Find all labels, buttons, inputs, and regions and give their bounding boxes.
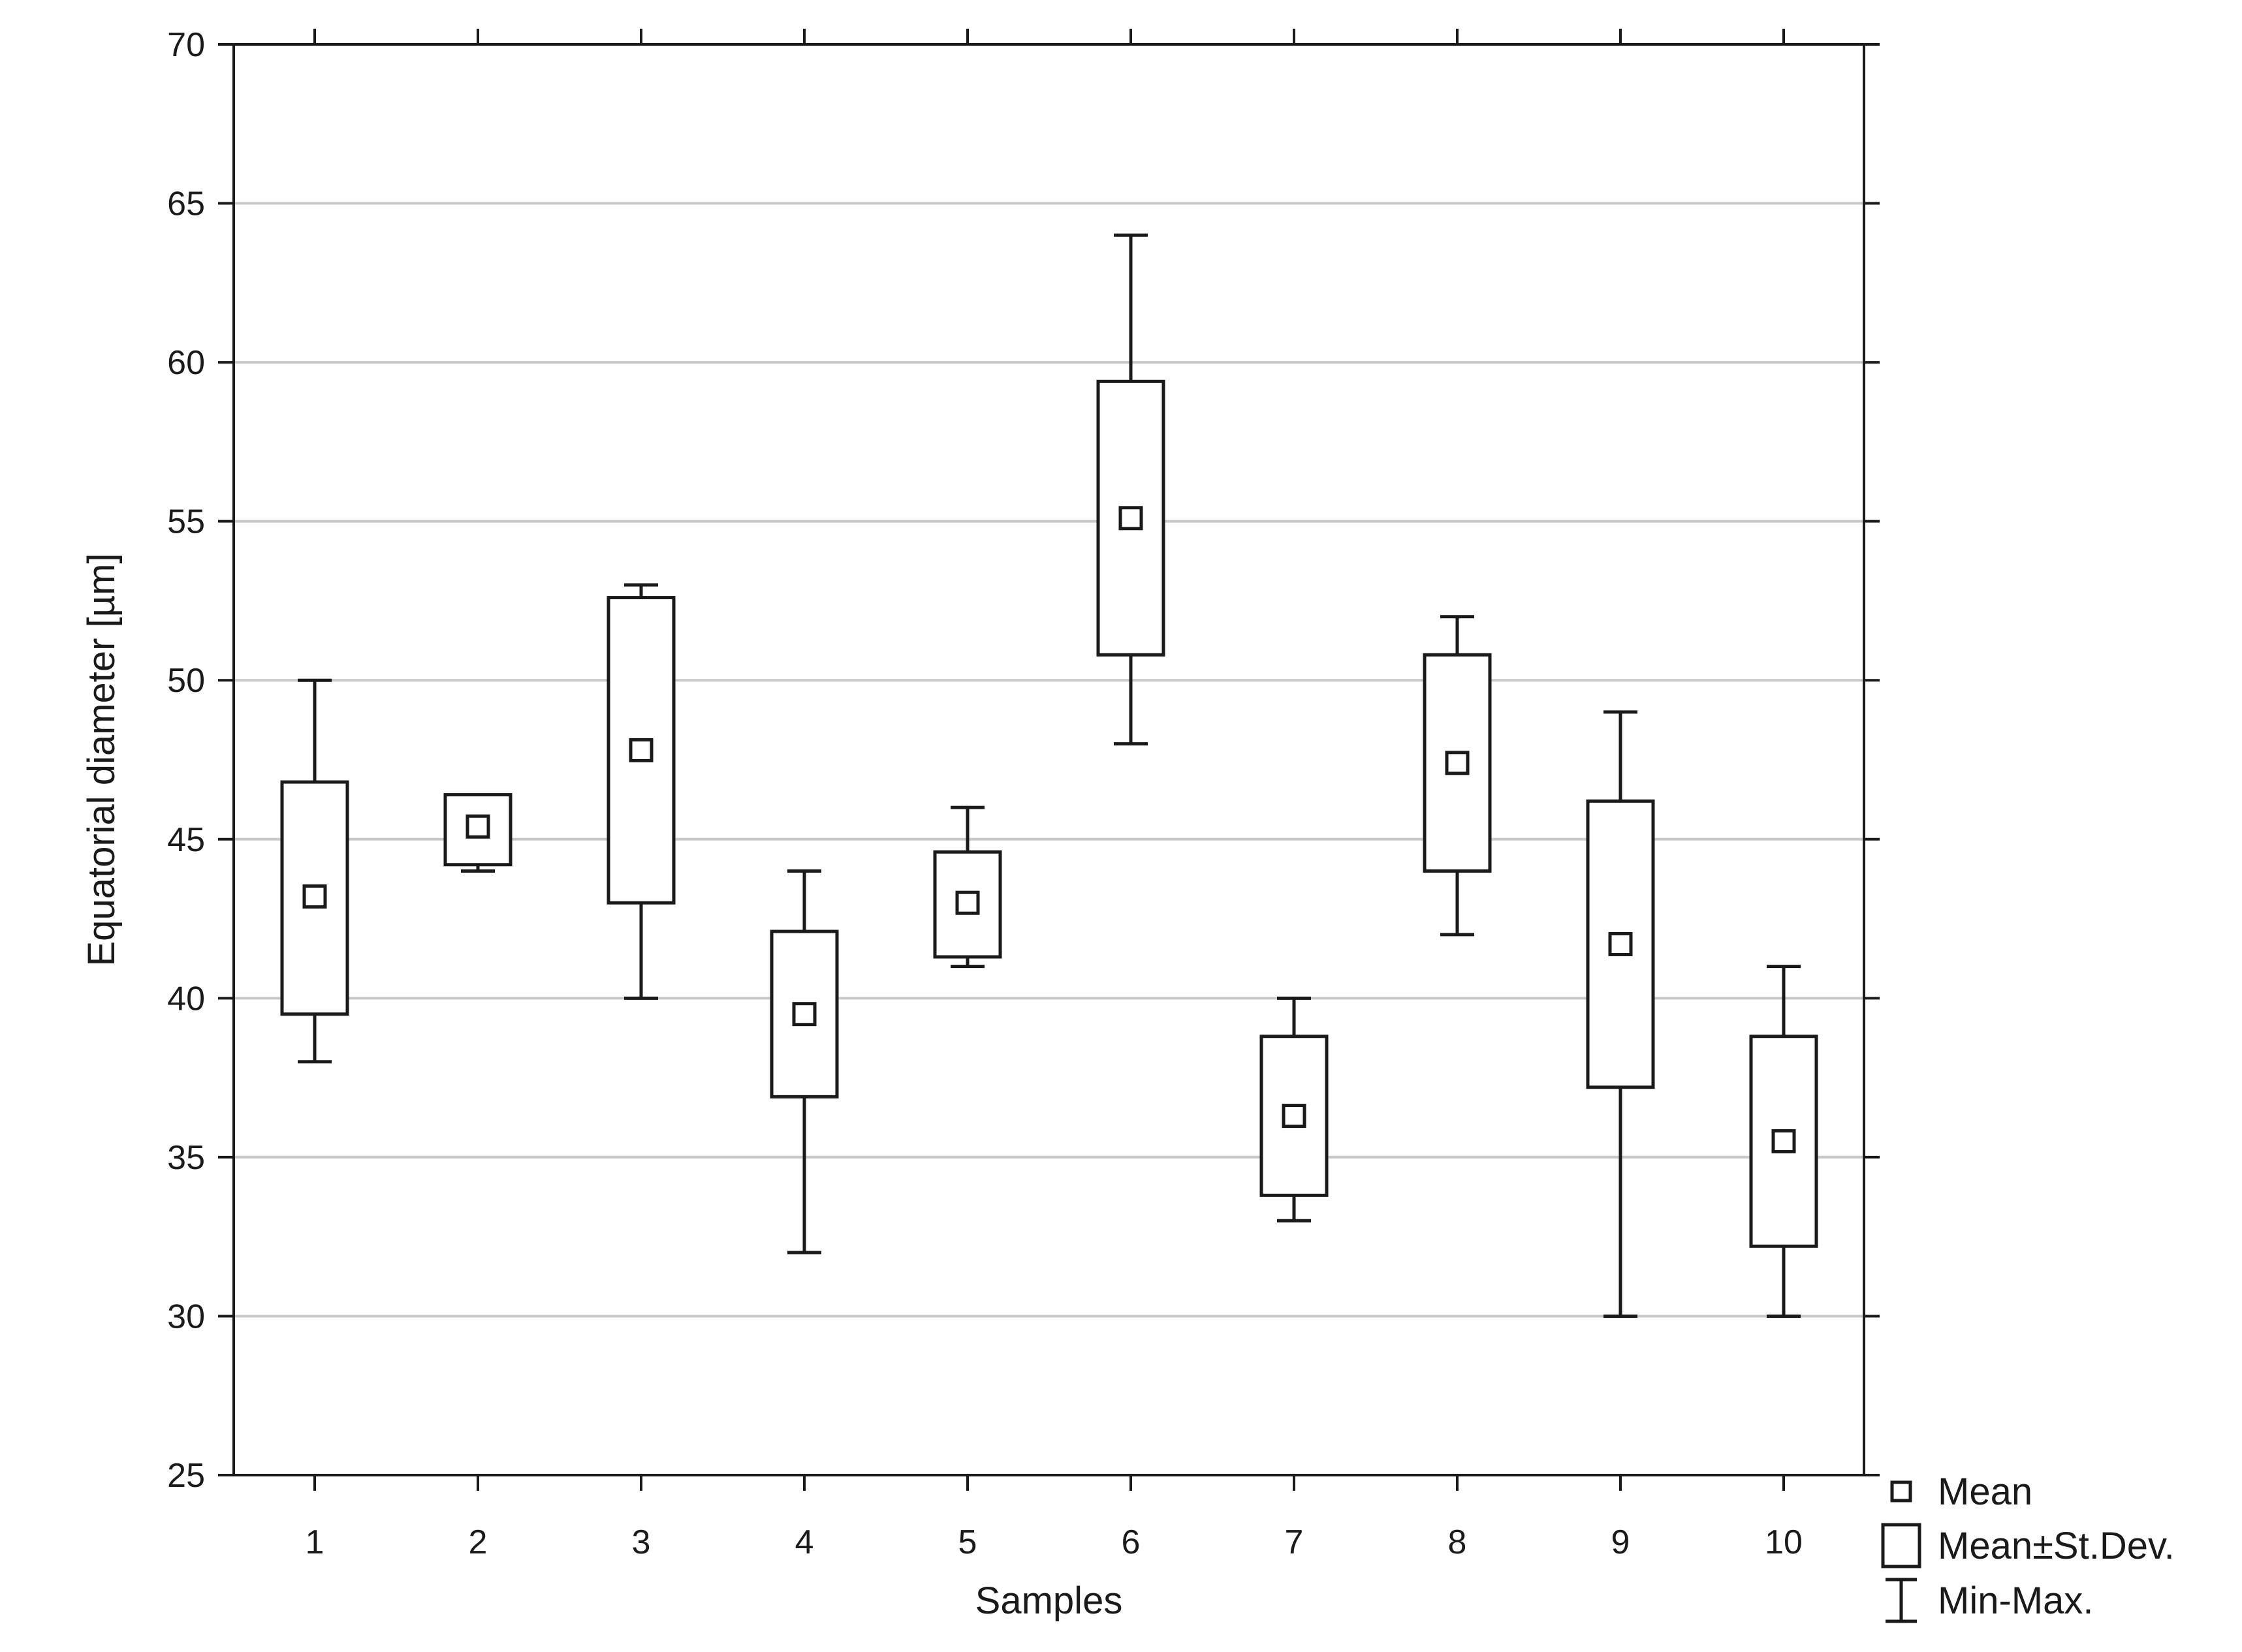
mean-marker-4 <box>792 1002 817 1027</box>
y-tick-label-50: 50 <box>167 662 205 700</box>
sample-3 <box>607 583 676 1000</box>
y-tick-label-25: 25 <box>167 1457 205 1495</box>
x-tick-label-4: 4 <box>795 1523 814 1561</box>
y-axis-title: Equatorial diameter [µm] <box>80 553 123 966</box>
sample-10 <box>1749 965 1818 1318</box>
sample-7 <box>1259 996 1329 1223</box>
legend-item-mean-marker: Mean <box>1890 1471 2032 1513</box>
y-tick-label-30: 30 <box>167 1298 205 1335</box>
legend: Mean Mean±St.Dev. Min-Max. <box>1881 1471 2175 1623</box>
sd-box-7 <box>1259 1035 1329 1197</box>
mean-marker-8 <box>1445 751 1470 775</box>
sample-2 <box>443 793 513 873</box>
x-tick-label-10: 10 <box>1765 1523 1803 1561</box>
x-tick-label-1: 1 <box>306 1523 324 1561</box>
y-tick-label-55: 55 <box>167 503 205 541</box>
legend-item-sd-box: Mean±St.Dev. <box>1881 1523 2175 1568</box>
y-tick-label-65: 65 <box>167 185 205 223</box>
x-tick-label-2: 2 <box>469 1523 488 1561</box>
data-marks <box>280 233 1818 1318</box>
legend-mean-symbol <box>1890 1480 1912 1503</box>
x-tick-label-3: 3 <box>632 1523 651 1561</box>
y-tick-label-60: 60 <box>167 344 205 382</box>
plot-frame <box>232 43 1865 1476</box>
sample-6 <box>1096 233 1165 746</box>
sd-box-4 <box>770 929 839 1099</box>
mean-marker-1 <box>302 884 327 909</box>
sample-4 <box>770 869 839 1255</box>
y-tick-label-70: 70 <box>167 26 205 64</box>
y-tick-label-40: 40 <box>167 980 205 1018</box>
x-tick-label-9: 9 <box>1611 1523 1630 1561</box>
legend-item-whisker: Min-Max. <box>1886 1578 2093 1623</box>
legend-sd-symbol <box>1881 1523 1921 1568</box>
y-tick-label-35: 35 <box>167 1139 205 1177</box>
x-tick-label-8: 8 <box>1448 1523 1467 1561</box>
sd-box-1 <box>280 780 349 1016</box>
x-axis-title: Samples <box>975 1580 1123 1622</box>
mean-marker-2 <box>466 814 490 839</box>
sample-1 <box>280 678 349 1064</box>
mean-marker-10 <box>1771 1129 1796 1154</box>
y-tick-label-45: 45 <box>167 821 205 859</box>
mean-marker-9 <box>1608 932 1633 957</box>
mean-marker-7 <box>1282 1104 1306 1129</box>
mean-marker-6 <box>1118 506 1143 531</box>
sample-9 <box>1586 710 1655 1318</box>
legend-label-whisker: Min-Max. <box>1938 1580 2093 1622</box>
sample-5 <box>933 805 1002 969</box>
legend-label-mean-marker: Mean <box>1938 1471 2032 1513</box>
x-tick-label-6: 6 <box>1122 1523 1141 1561</box>
mean-marker-5 <box>955 890 980 915</box>
legend-label-sd-box: Mean±St.Dev. <box>1938 1525 2175 1567</box>
x-tick-label-7: 7 <box>1285 1523 1304 1561</box>
x-tick-label-5: 5 <box>958 1523 977 1561</box>
mean-marker-3 <box>629 738 654 762</box>
sample-8 <box>1423 615 1492 937</box>
